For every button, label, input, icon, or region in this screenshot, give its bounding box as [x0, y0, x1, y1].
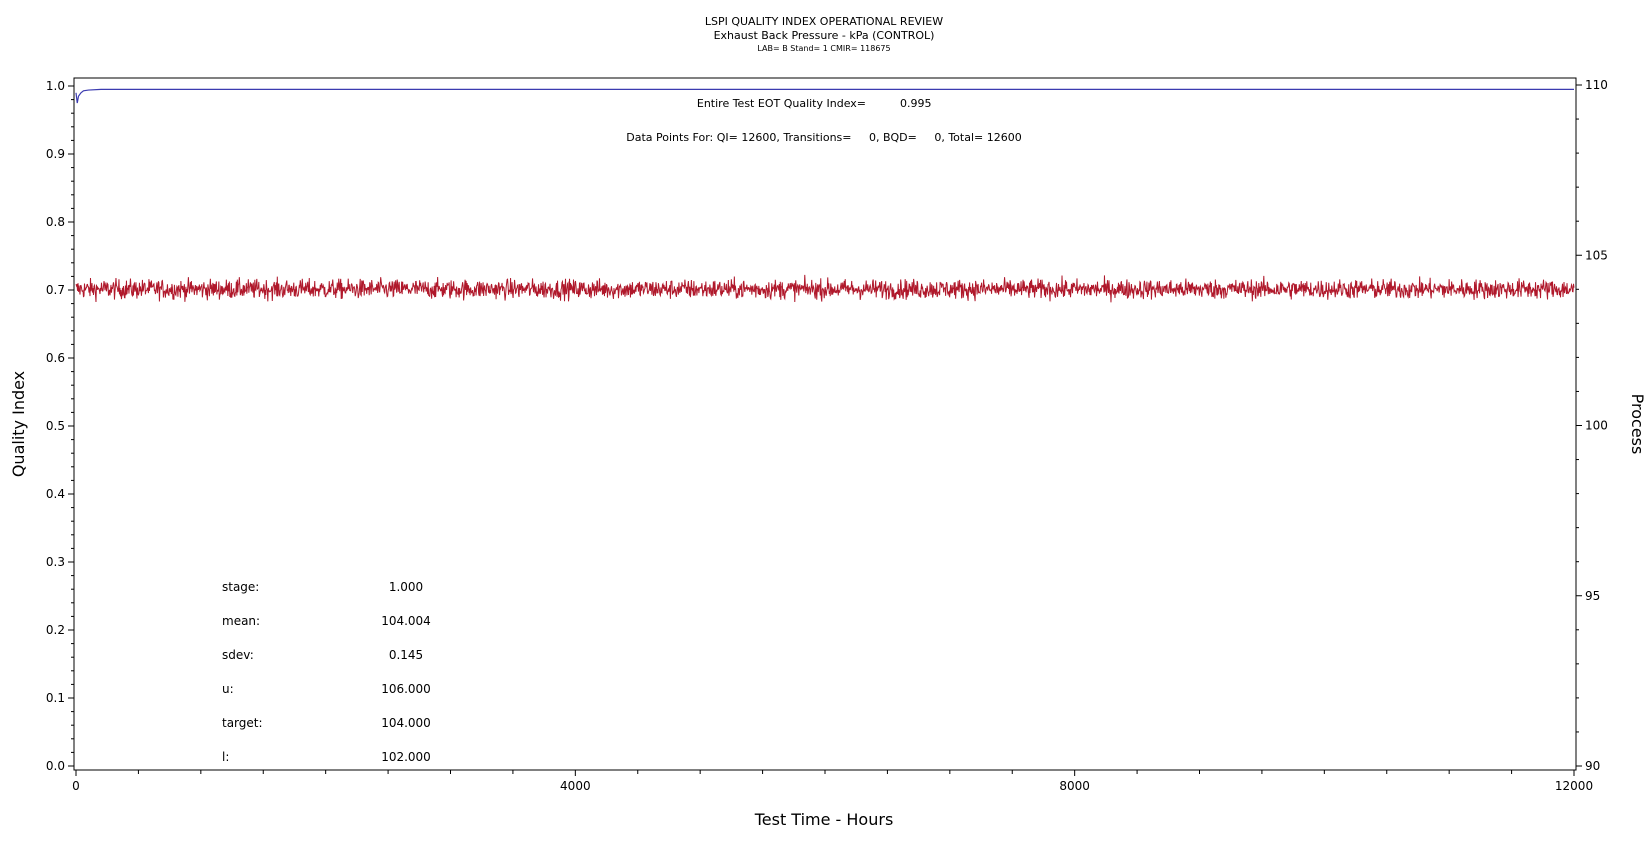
y-left-tick-label: 0.2: [46, 623, 65, 637]
stats-block: stage: 1.000 mean: 104.004 sdev: 0.145 u: 106.0…: [222, 580, 431, 764]
series-quality-index-line: [75, 88, 1574, 104]
y-left-tick-label: 0.4: [46, 487, 65, 501]
x-axis-title: Test Time - Hours: [754, 810, 894, 829]
y-left-axis: 0.0 0.1 0.2 0.3 0.4 0.5 0.6 0.7 0.8 0.9 1.0: [46, 79, 74, 773]
stat-value: 102.000: [381, 750, 431, 764]
y-left-tick-label: 1.0: [46, 79, 65, 93]
y-left-tick-label: 0.3: [46, 555, 65, 569]
y-axis-title: Quality Index: [9, 371, 28, 477]
stat-label: l:: [222, 750, 229, 764]
y-left-tick-label: 0.1: [46, 691, 65, 705]
y-right-axis-title: Process: [1628, 394, 1647, 455]
chart-subtitle-2: LAB= B Stand= 1 CMIR= 118675: [757, 44, 890, 53]
y-right-tick-label: 110: [1585, 78, 1608, 92]
stat-value: 0.145: [389, 648, 423, 662]
eot-value: 0.995: [900, 97, 932, 110]
stat-value: 106.000: [381, 682, 431, 696]
y-left-tick-label: 0.9: [46, 147, 65, 161]
stat-label: sdev:: [222, 648, 254, 662]
y-right-tick-label: 105: [1585, 248, 1608, 262]
stat-label: u:: [222, 682, 234, 696]
datapoints-label: Data Points For: QI= 12600, Transitions=…: [626, 131, 1021, 144]
x-tick-label: 0: [72, 779, 80, 793]
plot-frame: [73, 77, 1577, 771]
y-left-tick-label: 0.5: [46, 419, 65, 433]
y-right-tick-label: 90: [1585, 759, 1600, 773]
x-axis: 0 4000 8000 12000: [72, 770, 1593, 793]
y-left-tick-label: 0.7: [46, 283, 65, 297]
x-tick-label: 8000: [1059, 779, 1090, 793]
y-left-tick-label: 0.0: [46, 759, 65, 773]
x-tick-label: 12000: [1555, 779, 1593, 793]
y-left-tick-label: 0.8: [46, 215, 65, 229]
y-right-tick-label: 95: [1585, 589, 1600, 603]
chart-subtitle: Exhaust Back Pressure - kPa (CONTROL): [714, 29, 935, 42]
x-tick-label: 4000: [560, 779, 591, 793]
stat-label: mean:: [222, 614, 260, 628]
series-process-line: [75, 274, 1575, 303]
y-left-tick-label: 0.6: [46, 351, 65, 365]
stat-value: 1.000: [389, 580, 423, 594]
stat-label: target:: [222, 716, 263, 730]
chart-title: LSPI QUALITY INDEX OPERATIONAL REVIEW: [705, 15, 943, 28]
eot-label: Entire Test EOT Quality Index=: [697, 97, 866, 110]
y-right-tick-label: 100: [1585, 419, 1608, 433]
y-right-axis: 90 95 100 105 110: [1576, 78, 1608, 773]
stat-value: 104.004: [381, 614, 431, 628]
stat-label: stage:: [222, 580, 259, 594]
stat-value: 104.000: [381, 716, 431, 730]
